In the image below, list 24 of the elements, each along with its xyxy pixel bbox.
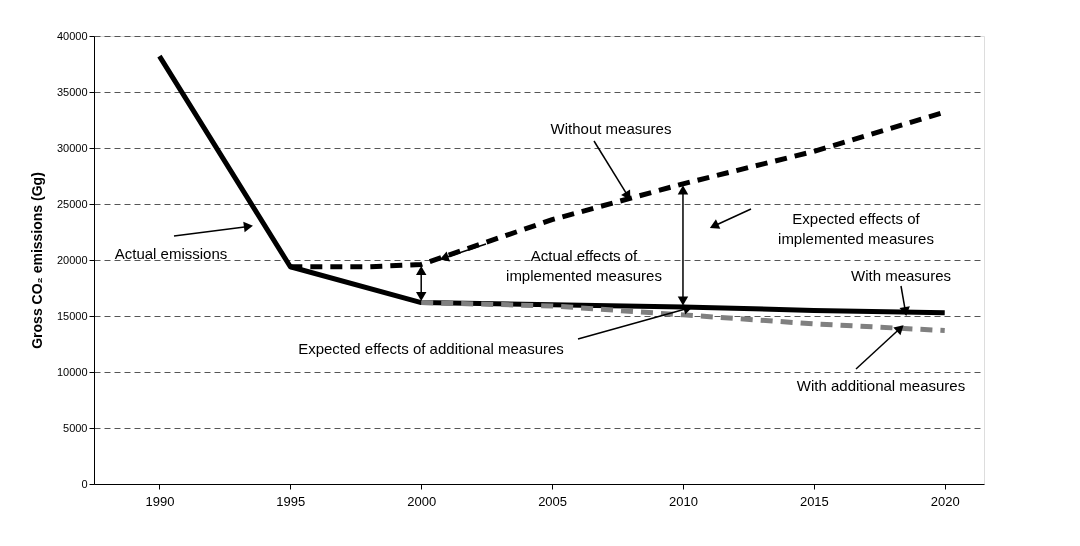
x-tick-label: 2000 (407, 493, 437, 509)
y-axis-title: Gross CO₂ emissions (Gg) (28, 172, 45, 349)
y-tick-label: 40000 (56, 29, 88, 42)
x-tick-label: 1995 (276, 493, 306, 509)
annotation: Expected effects of additional measures (298, 340, 564, 357)
x-tick-label: 2020 (930, 493, 960, 509)
y-tick-label: 35000 (56, 85, 88, 98)
y-tick-label: 10000 (56, 365, 88, 378)
y-tick-label: 5000 (63, 421, 88, 434)
y-tick-label: 20000 (56, 253, 88, 266)
annotation: With additional measures (796, 377, 966, 394)
x-tick-label: 2010 (669, 493, 698, 509)
x-tick-label: 1990 (145, 493, 175, 509)
x-tick-label: 2005 (538, 493, 568, 509)
annotation: Without measures (550, 120, 672, 137)
y-tick-label: 15000 (56, 309, 88, 322)
annotation: Actual effects of implemented measures (506, 247, 662, 284)
y-tick-label: 0 (81, 477, 88, 490)
y-tick-label: 25000 (56, 197, 88, 210)
annotation: Actual emissions (114, 245, 228, 262)
y-tick-label: 30000 (56, 141, 88, 154)
x-tick-label: 2015 (799, 493, 829, 509)
annotation: With measures (850, 267, 952, 284)
annotation: Expected effects of implemented measures (778, 210, 934, 247)
